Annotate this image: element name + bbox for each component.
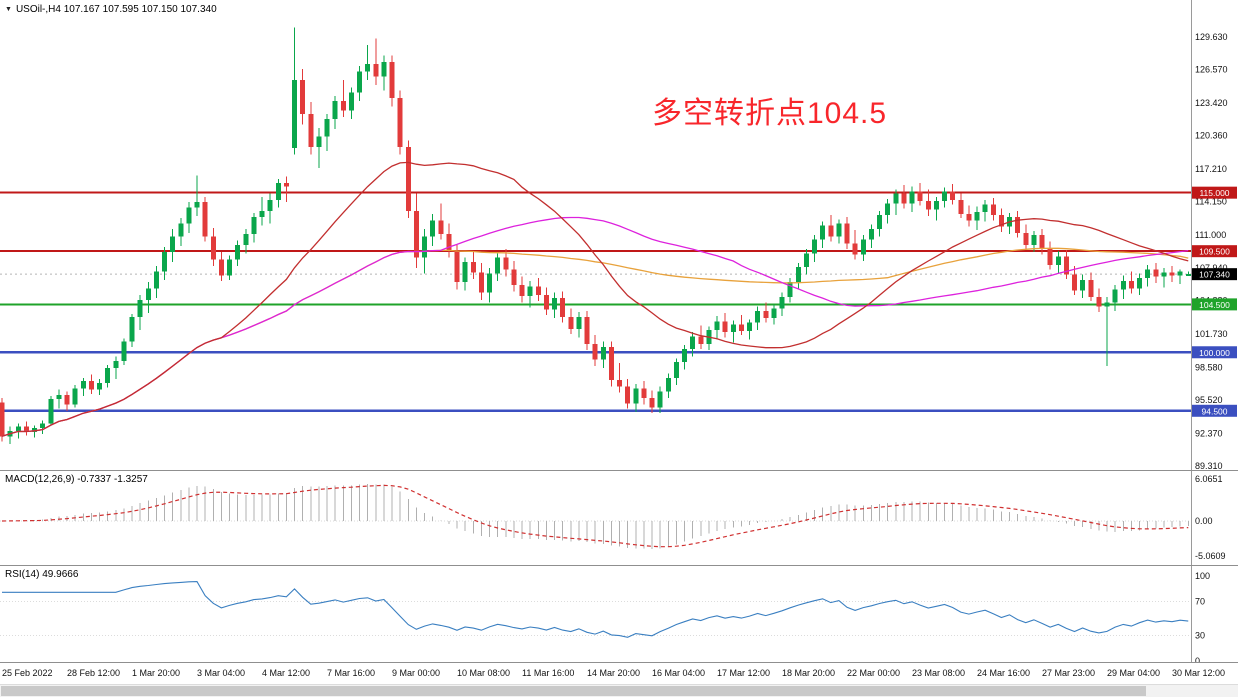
svg-text:30: 30 (1195, 631, 1205, 641)
svg-text:107.340: 107.340 (1199, 270, 1230, 280)
svg-text:104.500: 104.500 (1199, 300, 1230, 310)
svg-text:123.420: 123.420 (1195, 98, 1228, 108)
scrollbar-thumb[interactable] (1, 686, 1146, 696)
symbol-marker-icon: ▼ (5, 6, 12, 13)
macd-panel[interactable]: 6.0651 0.00 -5.0609 (0, 471, 1238, 565)
svg-text:25 Feb 2022: 25 Feb 2022 (2, 668, 53, 678)
macd-indicator-label: MACD(12,26,9) -0.7337 -1.3257 (5, 474, 148, 485)
panel-divider (0, 470, 1238, 471)
svg-text:109.500: 109.500 (1199, 247, 1230, 257)
svg-text:29 Mar 04:00: 29 Mar 04:00 (1107, 668, 1160, 678)
svg-text:10 Mar 08:00: 10 Mar 08:00 (457, 668, 510, 678)
svg-text:101.730: 101.730 (1195, 329, 1228, 339)
svg-text:98.580: 98.580 (1195, 362, 1223, 372)
rsi-indicator-label: RSI(14) 49.9666 (5, 569, 79, 580)
svg-text:9 Mar 00:00: 9 Mar 00:00 (392, 668, 440, 678)
horizontal-scrollbar[interactable] (0, 684, 1238, 697)
svg-text:7 Mar 16:00: 7 Mar 16:00 (327, 668, 375, 678)
rsi-panel[interactable]: 100 70 30 0 (0, 566, 1238, 662)
svg-text:70: 70 (1195, 597, 1205, 607)
svg-text:27 Mar 23:00: 27 Mar 23:00 (1042, 668, 1095, 678)
svg-text:0: 0 (1195, 656, 1200, 662)
svg-text:30 Mar 12:00: 30 Mar 12:00 (1172, 668, 1225, 678)
svg-text:14 Mar 20:00: 14 Mar 20:00 (587, 668, 640, 678)
panel-divider (0, 565, 1238, 566)
chart-annotation-text: 多空转折点104.5 (652, 97, 888, 130)
svg-text:114.150: 114.150 (1195, 197, 1227, 207)
panel-divider (0, 662, 1238, 663)
time-axis: 25 Feb 2022 28 Feb 12:00 1 Mar 20:00 3 Mar … (2, 668, 1225, 678)
svg-text:115.000: 115.000 (1199, 188, 1229, 198)
svg-text:11 Mar 16:00: 11 Mar 16:00 (522, 668, 574, 678)
svg-text:22 Mar 00:00: 22 Mar 00:00 (847, 668, 900, 678)
svg-text:126.570: 126.570 (1195, 65, 1228, 75)
svg-text:6.0651: 6.0651 (1195, 474, 1223, 484)
svg-text:111.000: 111.000 (1195, 230, 1226, 240)
svg-text:-5.0609: -5.0609 (1195, 551, 1226, 561)
symbol-quote-bar: ▼ USOil-,H4 107.167 107.595 107.150 107.… (5, 4, 217, 15)
svg-text:117.210: 117.210 (1195, 164, 1227, 174)
svg-text:1 Mar 20:00: 1 Mar 20:00 (132, 668, 180, 678)
svg-text:100.000: 100.000 (1199, 348, 1230, 358)
svg-text:89.310: 89.310 (1195, 461, 1223, 470)
svg-text:95.520: 95.520 (1195, 395, 1223, 405)
svg-text:23 Mar 08:00: 23 Mar 08:00 (912, 668, 965, 678)
svg-text:100: 100 (1195, 571, 1210, 581)
svg-text:120.360: 120.360 (1195, 131, 1228, 141)
svg-text:4 Mar 12:00: 4 Mar 12:00 (262, 668, 310, 678)
svg-text:92.370: 92.370 (1195, 428, 1223, 438)
svg-text:107.940: 107.940 (1195, 263, 1228, 273)
svg-text:17 Mar 12:00: 17 Mar 12:00 (717, 668, 770, 678)
svg-text:0.00: 0.00 (1195, 516, 1213, 526)
svg-text:24 Mar 16:00: 24 Mar 16:00 (977, 668, 1030, 678)
svg-text:28 Feb 12:00: 28 Feb 12:00 (67, 668, 120, 678)
svg-text:16 Mar 04:00: 16 Mar 04:00 (652, 668, 705, 678)
svg-text:18 Mar 20:00: 18 Mar 20:00 (782, 668, 835, 678)
svg-text:129.630: 129.630 (1195, 32, 1228, 42)
svg-text:3 Mar 04:00: 3 Mar 04:00 (197, 668, 245, 678)
svg-text:94.500: 94.500 (1202, 406, 1228, 416)
symbol-quote-text: USOil-,H4 107.167 107.595 107.150 107.34… (15, 4, 217, 15)
main-price-chart[interactable]: 129.630 126.570 123.420 120.360 117.210 114.1… (0, 0, 1238, 470)
